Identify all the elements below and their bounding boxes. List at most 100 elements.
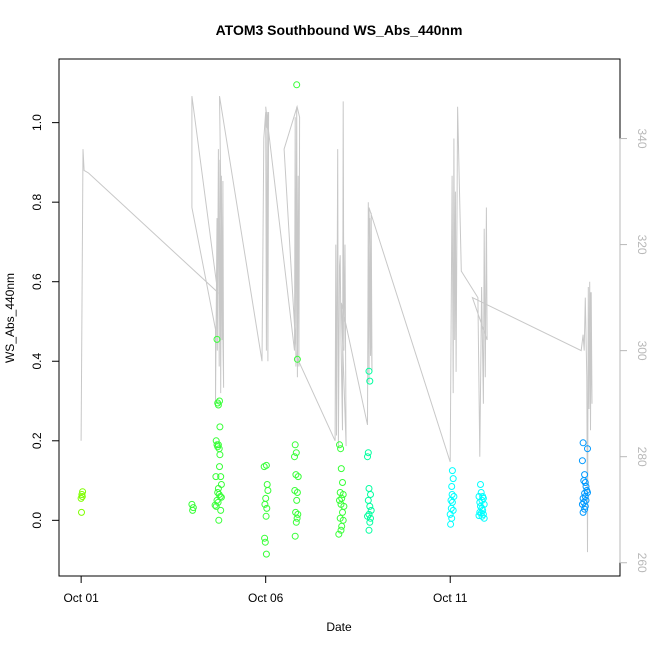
y-tick-label: 0.2	[30, 432, 44, 449]
data-point	[584, 445, 591, 453]
data-point	[339, 479, 346, 486]
data-point	[448, 514, 456, 522]
data-point	[262, 512, 270, 520]
x-tick-label: Oct 06	[248, 591, 284, 605]
data-point	[217, 481, 225, 488]
data-point	[79, 488, 87, 496]
y-axis-left: 0.0 0.2 0.4 0.6 0.8 1.0	[30, 114, 60, 529]
data-point	[448, 467, 456, 475]
data-point	[294, 510, 302, 518]
data-point	[77, 494, 85, 502]
data-point	[478, 512, 486, 520]
data-point	[293, 355, 301, 363]
data-point	[189, 504, 197, 512]
y2-tick-label: 320	[635, 235, 649, 255]
data-point	[367, 506, 375, 514]
data-point	[213, 335, 221, 343]
data-point	[448, 483, 456, 490]
chart-title: ATOM3 Southbound WS_Abs_440nm	[216, 22, 463, 38]
y2-tick-label: 260	[635, 553, 649, 573]
data-point	[476, 498, 484, 506]
data-point	[335, 530, 343, 538]
data-point	[262, 494, 270, 502]
data-point	[291, 441, 299, 449]
data-point	[212, 473, 220, 481]
data-point	[448, 498, 456, 506]
y-tick-label: 0.0	[30, 512, 44, 529]
y2-tick-label: 280	[635, 447, 649, 467]
data-point	[364, 453, 371, 461]
data-point	[581, 502, 589, 510]
data-point	[449, 475, 457, 483]
data-point	[476, 508, 484, 516]
data-point	[216, 423, 224, 431]
data-point	[293, 496, 301, 504]
data-point	[78, 493, 86, 500]
data-point	[336, 441, 343, 449]
y-tick-label: 0.4	[30, 353, 44, 370]
y2-tick-label: 340	[635, 128, 649, 148]
data-point	[262, 461, 270, 469]
data-point	[337, 445, 345, 453]
data-point	[480, 514, 488, 522]
data-point	[337, 465, 345, 473]
data-point	[579, 508, 587, 516]
data-point	[365, 510, 373, 518]
aerosol-trace-line	[80, 96, 593, 553]
x-axis-label: Date	[326, 620, 352, 634]
data-point	[581, 505, 589, 513]
data-point	[264, 487, 272, 494]
y2-tick-label: 300	[635, 341, 649, 361]
data-point	[293, 81, 301, 89]
data-point	[292, 518, 300, 526]
data-point	[365, 526, 373, 534]
x-tick-label: Oct 01	[63, 591, 99, 605]
data-point	[211, 501, 219, 509]
y-tick-label: 0.6	[30, 273, 44, 290]
data-point	[479, 510, 487, 518]
data-point	[365, 367, 373, 375]
data-point	[216, 397, 223, 405]
data-point	[293, 514, 301, 522]
data-point	[292, 471, 300, 479]
y-axis-label: WS_Abs_440nm	[3, 273, 17, 363]
data-point	[446, 510, 454, 518]
data-point	[477, 489, 485, 496]
data-point	[580, 498, 588, 506]
data-point	[447, 520, 455, 528]
data-point	[337, 526, 345, 534]
data-point	[365, 485, 373, 492]
data-point	[216, 451, 224, 459]
data-point	[578, 457, 586, 465]
x-axis: Oct 01 Oct 06 Oct 11	[63, 575, 468, 605]
data-point	[215, 516, 223, 524]
data-point	[336, 496, 343, 504]
data-point	[291, 453, 298, 461]
data-point	[262, 550, 270, 558]
data-point	[214, 441, 222, 449]
data-point	[366, 518, 374, 526]
data-point	[261, 500, 269, 508]
data-point	[581, 489, 589, 497]
data-point	[581, 479, 589, 486]
data-point	[216, 463, 223, 471]
data-point	[366, 377, 374, 385]
data-point	[217, 506, 225, 514]
data-point	[364, 449, 372, 457]
x-tick-label: Oct 11	[433, 591, 468, 605]
data-point	[366, 502, 374, 510]
data-point	[292, 449, 300, 457]
data-point	[78, 508, 85, 516]
absorption-point-series	[77, 81, 591, 558]
data-point	[364, 496, 372, 504]
data-point	[367, 514, 374, 522]
data-point	[339, 508, 346, 516]
data-point	[214, 401, 222, 409]
aerosol-line-series	[80, 96, 593, 553]
data-point	[291, 532, 299, 540]
data-point	[217, 473, 225, 481]
data-point	[580, 477, 588, 485]
data-point	[261, 534, 269, 542]
data-point	[293, 489, 301, 496]
